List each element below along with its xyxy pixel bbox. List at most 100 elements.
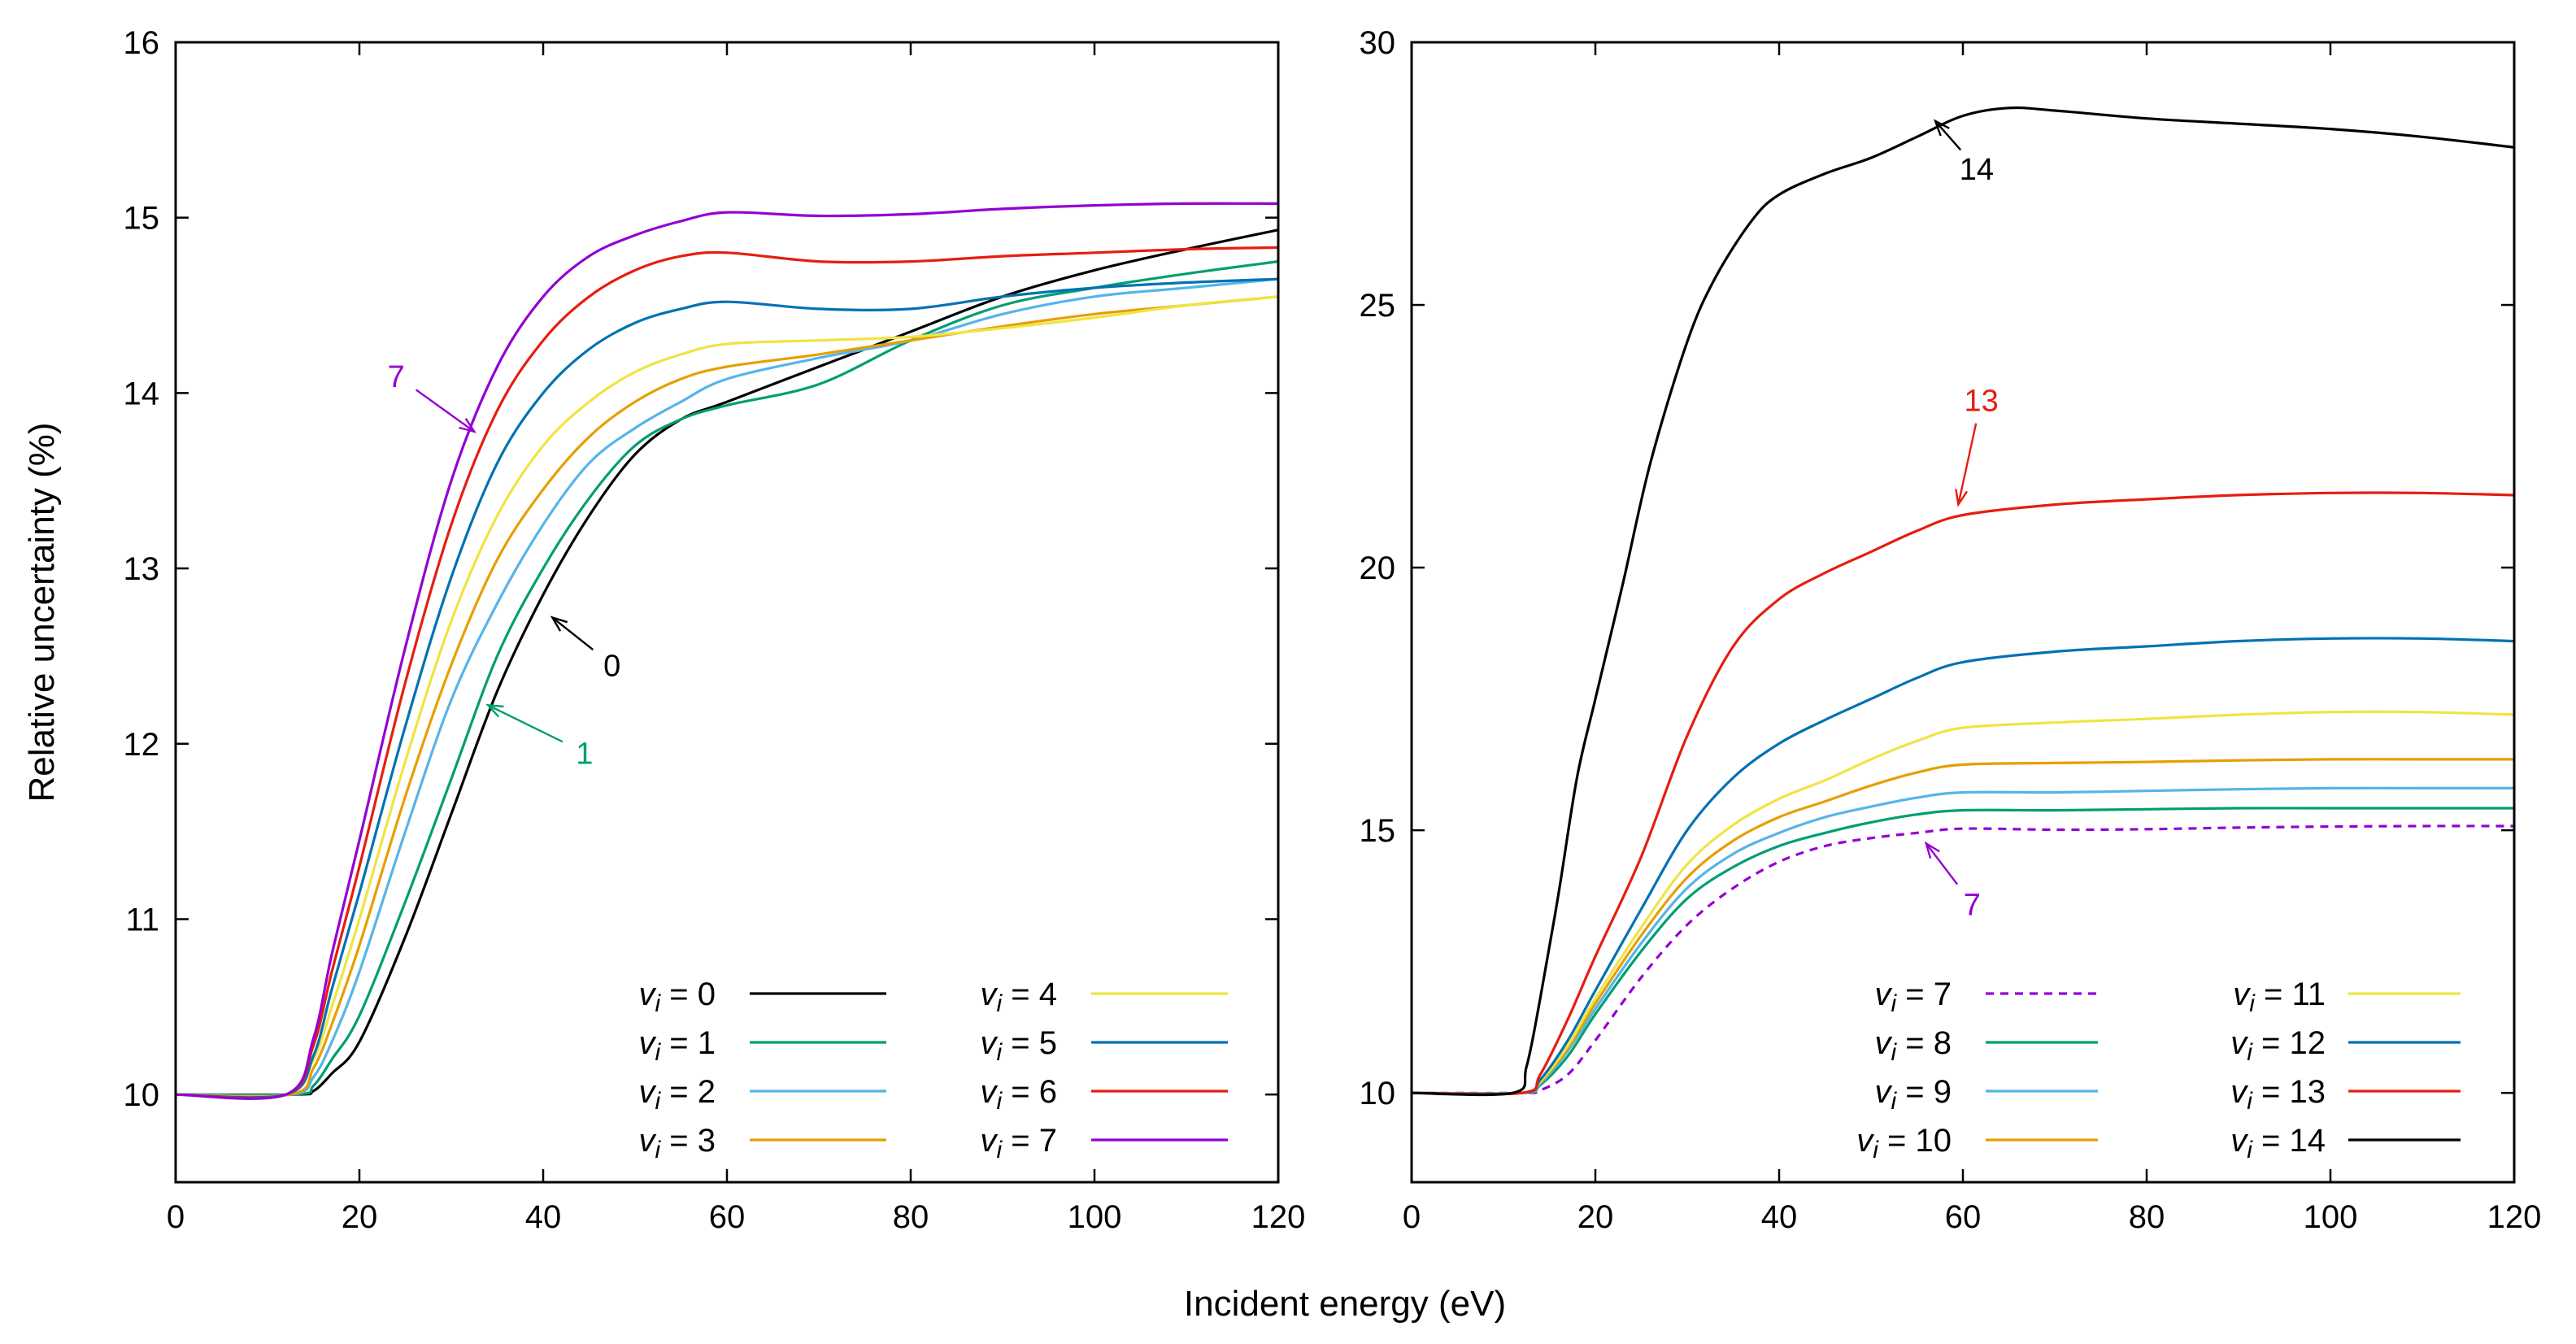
- legend-symbol-v: v: [2230, 1123, 2248, 1159]
- legend-label-vi-13: vi = 13: [2230, 1074, 2326, 1115]
- y-tick-label: 14: [124, 376, 160, 411]
- series-line-vi-10: [1412, 758, 2514, 1095]
- legend-symbol-i: i: [996, 1039, 1003, 1066]
- legend-symbol-v: v: [1874, 1025, 1892, 1061]
- y-tick-label: 15: [124, 201, 160, 237]
- legend-symbol-v: v: [1874, 1074, 1892, 1110]
- legend-symbol-v: v: [2230, 1025, 2248, 1061]
- legend-label-vi-4: vi = 4: [980, 976, 1057, 1017]
- series-line-vi-4: [176, 295, 1278, 1098]
- legend-symbol-i: i: [655, 1137, 661, 1163]
- legend-label-vi-7: vi = 7: [980, 1123, 1057, 1163]
- y-tick-label: 16: [124, 25, 160, 61]
- legend-symbol-i: i: [996, 1088, 1003, 1115]
- legend-label-vi-9: vi = 9: [1874, 1074, 1952, 1115]
- legend-label-vi-8: vi = 8: [1874, 1025, 1952, 1066]
- x-tick-label: 100: [1068, 1199, 1122, 1235]
- annotation-arrow-line: [487, 704, 564, 743]
- series-line-vi-1: [176, 260, 1278, 1097]
- legend-label-vi-2: vi = 2: [638, 1074, 716, 1115]
- series-line-vi-8: [1412, 807, 2514, 1095]
- legend-symbol-v: v: [638, 1025, 656, 1061]
- right-axis-ticks: [1410, 41, 2516, 1182]
- legend-value: = 7: [1896, 976, 1952, 1012]
- legend-symbol-i: i: [996, 990, 1003, 1017]
- right-plot-frame: [1410, 41, 2516, 1184]
- legend-value: = 14: [2252, 1123, 2326, 1159]
- legend-value: = 13: [2252, 1074, 2326, 1110]
- legend-value: = 3: [660, 1123, 716, 1159]
- annotation-arrow-head: [1924, 841, 1940, 859]
- series-line-vi-14: [1412, 106, 2514, 1097]
- series-line-vi-7: [1412, 824, 2514, 1095]
- annotation-label: 1: [576, 737, 593, 772]
- series-line-vi-11: [1412, 710, 2514, 1095]
- series-line-vi-3: [176, 295, 1278, 1098]
- legend-value: = 12: [2252, 1025, 2326, 1061]
- legend-value: = 4: [1002, 976, 1057, 1012]
- x-tick-label: 120: [2487, 1199, 2542, 1235]
- legend-symbol-i: i: [1891, 1088, 1897, 1115]
- series-line-vi-6: [176, 246, 1278, 1100]
- legend-symbol-v: v: [2233, 976, 2251, 1012]
- legend-label-vi-0: vi = 0: [638, 976, 716, 1017]
- legend-symbol-v: v: [638, 1123, 656, 1159]
- legend-label-vi-3: vi = 3: [638, 1123, 716, 1163]
- series-line-vi-7: [176, 202, 1278, 1100]
- left-annotations: 0 1 7: [388, 360, 621, 772]
- annotation-label: 14: [1960, 153, 1994, 187]
- x-tick-label: 80: [893, 1199, 929, 1235]
- annotation-label: 7: [1964, 889, 1981, 923]
- right-series-lines: [1412, 106, 2514, 1097]
- annotation-arrow-line: [1934, 120, 1962, 151]
- annotation-arrow-head: [1933, 119, 1950, 137]
- series-line-vi-9: [1412, 786, 2514, 1095]
- y-tick-label: 12: [124, 727, 160, 763]
- annotation-arrow-head: [550, 615, 568, 632]
- legend-symbol-v: v: [980, 1123, 998, 1159]
- legend-symbol-i: i: [655, 990, 661, 1017]
- legend-symbol-v: v: [980, 1074, 998, 1110]
- left-plot-frame: [174, 41, 1280, 1184]
- left-legend: vi = 0vi = 1vi = 2vi = 3vi = 4vi = 5vi =…: [638, 976, 1228, 1163]
- x-tick-label: 0: [167, 1199, 185, 1235]
- y-tick-label: 20: [1360, 550, 1396, 586]
- legend-symbol-i: i: [2247, 1088, 2253, 1115]
- annotation-arrow-head: [459, 417, 476, 433]
- legend-value: = 11: [2255, 976, 2326, 1012]
- series-line-vi-0: [176, 228, 1278, 1097]
- annotation-label: 7: [388, 360, 405, 394]
- x-tick-label: 60: [1945, 1199, 1982, 1235]
- legend-value: = 0: [660, 976, 716, 1012]
- legend-label-vi-5: vi = 5: [980, 1025, 1057, 1066]
- legend-value: = 8: [1896, 1025, 1952, 1061]
- legend-symbol-v: v: [638, 976, 656, 1012]
- x-tick-label: 20: [342, 1199, 378, 1235]
- legend-symbol-v: v: [2230, 1074, 2248, 1110]
- y-tick-label: 10: [1360, 1076, 1396, 1111]
- annotation-arrow-line: [1925, 842, 1959, 885]
- legend-symbol-v: v: [980, 1025, 998, 1061]
- series-line-vi-13: [1412, 491, 2514, 1096]
- y-tick-label: 13: [124, 551, 160, 587]
- y-tick-label: 30: [1360, 25, 1396, 61]
- y-tick-label: 10: [124, 1077, 160, 1113]
- legend-symbol-i: i: [1873, 1137, 1879, 1163]
- series-line-vi-2: [176, 277, 1278, 1098]
- legend-label-vi-1: vi = 1: [638, 1025, 716, 1066]
- x-tick-label: 80: [2129, 1199, 2165, 1235]
- x-tick-label: 0: [1403, 1199, 1421, 1235]
- x-tick-label: 40: [525, 1199, 562, 1235]
- left-series-lines: [176, 202, 1278, 1100]
- y-axis-title: Relative uncertainty (%): [22, 422, 62, 802]
- legend-label-vi-14: vi = 14: [2230, 1123, 2326, 1163]
- legend-symbol-v: v: [1874, 976, 1892, 1012]
- legend-symbol-i: i: [2247, 1137, 2253, 1163]
- legend-symbol-v: v: [638, 1074, 656, 1110]
- legend-label-vi-10: vi = 10: [1856, 1123, 1952, 1163]
- y-tick-label: 11: [125, 902, 159, 937]
- legend-symbol-v: v: [1856, 1123, 1874, 1159]
